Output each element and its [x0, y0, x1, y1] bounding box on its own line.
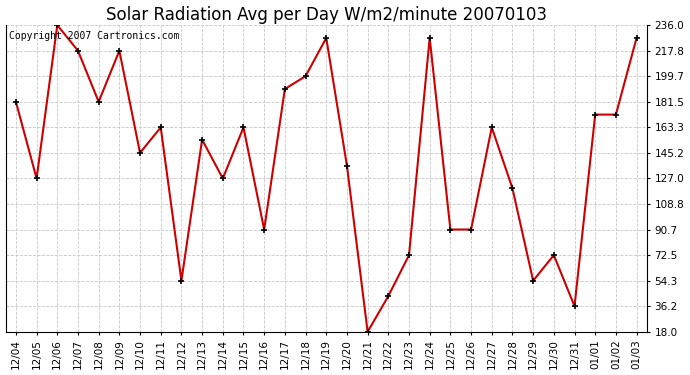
Text: Copyright 2007 Cartronics.com: Copyright 2007 Cartronics.com [9, 31, 179, 41]
Title: Solar Radiation Avg per Day W/m2/minute 20070103: Solar Radiation Avg per Day W/m2/minute … [106, 6, 546, 24]
